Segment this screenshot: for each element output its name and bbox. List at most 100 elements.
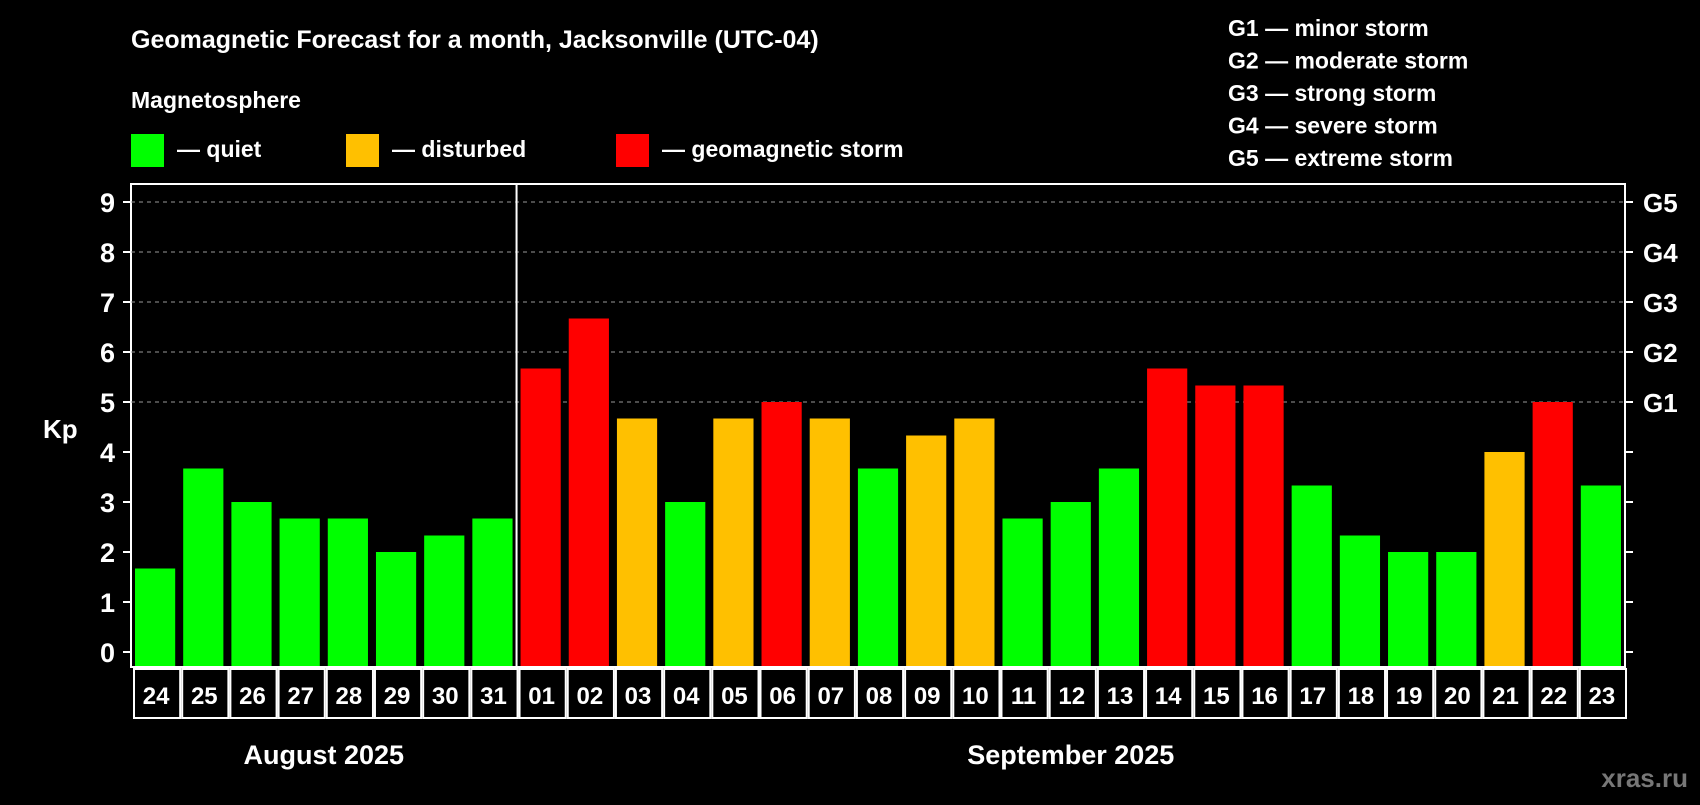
g-level-label: G3 [1643, 288, 1678, 318]
date-cell [422, 668, 471, 719]
x-tick-label: 08 [866, 683, 893, 710]
date-cell [711, 668, 760, 719]
x-tick-label: 29 [384, 683, 411, 710]
bar-10 [954, 418, 995, 666]
bar-20 [1436, 552, 1477, 666]
watermark: xras.ru [1601, 763, 1688, 793]
date-cell [133, 668, 182, 719]
x-tick-label: 06 [769, 683, 796, 710]
bar-11 [1002, 518, 1043, 666]
bar-22 [1532, 402, 1573, 666]
y-tick-label: 1 [100, 588, 115, 618]
bar-26 [231, 502, 272, 666]
chart-title: Geomagnetic Forecast for a month, Jackso… [131, 26, 819, 54]
date-cell [566, 668, 615, 719]
date-cell [952, 668, 1001, 719]
date-cell [373, 668, 423, 719]
bar-17 [1291, 485, 1332, 666]
legend-swatch-storm [616, 134, 649, 167]
bar-21 [1484, 452, 1525, 666]
date-cell [1096, 668, 1146, 719]
date-cell [1386, 668, 1435, 719]
x-tick-label: 30 [432, 683, 459, 710]
x-tick-label: 16 [1251, 683, 1278, 710]
storm-scale-item: G1 — minor storm [1228, 15, 1429, 41]
bar-27 [279, 518, 320, 666]
date-cell [663, 668, 712, 719]
x-tick-label: 15 [1203, 683, 1230, 710]
x-tick-label: 14 [1155, 683, 1182, 710]
y-tick-label: 5 [100, 388, 115, 418]
x-tick-label: 05 [721, 683, 748, 710]
storm-scale-item: G5 — extreme storm [1228, 145, 1453, 171]
x-tick-label: 28 [336, 683, 363, 710]
x-tick-label: 12 [1058, 683, 1085, 710]
date-cell [1289, 668, 1338, 719]
bar-30 [424, 535, 465, 666]
date-cell [518, 668, 567, 719]
x-tick-label: 13 [1107, 683, 1134, 710]
g-level-label: G2 [1643, 338, 1678, 368]
date-cell [1241, 668, 1290, 719]
storm-scale-item: G3 — strong storm [1228, 80, 1436, 106]
x-tick-label: 25 [191, 683, 218, 710]
bar-07 [809, 418, 850, 666]
legend-label-disturbed: — disturbed [392, 136, 526, 162]
y-tick-label: 0 [100, 638, 115, 668]
g-level-label: G4 [1643, 238, 1678, 268]
bar-25 [183, 468, 224, 666]
bar-04 [665, 502, 706, 666]
date-cell [1578, 668, 1627, 719]
bar-31 [472, 518, 513, 666]
x-tick-label: 07 [817, 683, 844, 710]
y-tick-label: 7 [100, 288, 115, 318]
y-tick-label: 8 [100, 238, 115, 268]
legend-swatch-disturbed [346, 134, 379, 167]
bar-18 [1339, 535, 1381, 666]
date-cell [1193, 668, 1242, 719]
bar-16 [1243, 385, 1284, 666]
date-cell [1482, 668, 1531, 719]
bar-23 [1580, 485, 1621, 666]
date-cell [1337, 668, 1387, 719]
x-tick-label: 10 [962, 683, 989, 710]
date-cell [807, 668, 856, 719]
x-tick-label: 19 [1396, 683, 1423, 710]
date-cell [277, 668, 326, 719]
date-cell [855, 668, 905, 719]
date-cell [229, 668, 278, 719]
legend-label-quiet: — quiet [177, 136, 262, 162]
legend: — quiet — disturbed — geomagnetic storm [131, 134, 904, 167]
x-tick-label: 22 [1540, 683, 1567, 710]
x-tick-label: 03 [625, 683, 652, 710]
x-tick-label: 18 [1348, 683, 1375, 710]
month-label: August 2025 [243, 740, 404, 770]
x-tick-label: 21 [1492, 683, 1519, 710]
bar-05 [713, 418, 754, 666]
date-cell [904, 668, 953, 719]
date-cell [759, 668, 808, 719]
g-level-label: G5 [1643, 188, 1678, 218]
bar-29 [375, 552, 417, 666]
x-tick-label: 17 [1299, 683, 1326, 710]
bar-14 [1147, 368, 1188, 666]
month-label: September 2025 [967, 740, 1174, 770]
date-cell [1000, 668, 1049, 719]
bar-24 [135, 568, 176, 666]
legend-title: Magnetosphere [131, 87, 301, 113]
g-level-label: G1 [1643, 388, 1678, 418]
date-cell [470, 668, 519, 719]
bar-06 [761, 402, 802, 666]
date-cell [1145, 668, 1194, 719]
date-cell [325, 668, 374, 719]
x-tick-label: 20 [1444, 683, 1471, 710]
x-tick-label: 24 [143, 683, 170, 710]
x-tick-label: 26 [239, 683, 266, 710]
x-tick-label: 11 [1011, 683, 1036, 710]
bar-13 [1098, 468, 1140, 666]
bar-15 [1195, 385, 1236, 666]
date-cell [1434, 668, 1483, 719]
y-axis-label: Kp [43, 414, 78, 444]
